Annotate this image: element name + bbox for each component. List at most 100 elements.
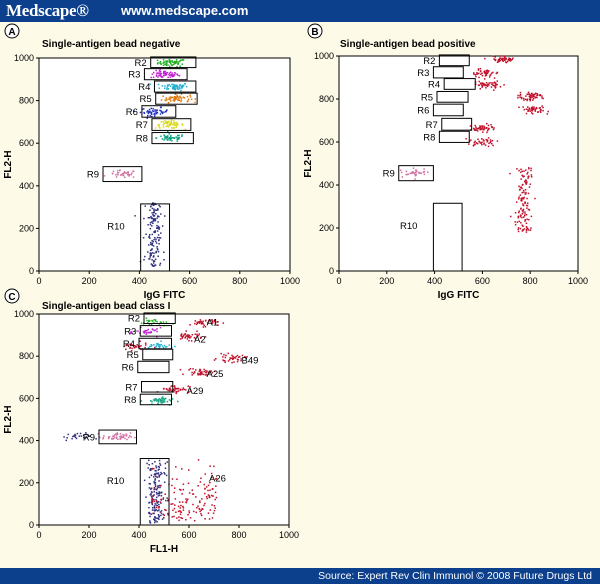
data-point: [213, 465, 215, 468]
data-point: [127, 436, 130, 439]
data-point: [476, 71, 478, 74]
data-point: [134, 345, 137, 348]
data-point: [535, 106, 538, 109]
data-point: [486, 85, 489, 88]
data-point: [129, 347, 131, 349]
data-point: [214, 491, 217, 494]
data-point: [153, 115, 156, 117]
data-point: [521, 224, 524, 227]
data-point: [158, 509, 160, 511]
data-point: [478, 76, 480, 79]
data-point: [153, 473, 156, 476]
data-point: [196, 321, 198, 324]
data-point: [156, 72, 158, 74]
data-point: [147, 224, 149, 226]
data-point: [224, 356, 227, 359]
data-point: [149, 515, 151, 518]
data-point: [483, 127, 485, 129]
data-point: [528, 167, 530, 169]
gate-label: R5: [421, 92, 433, 103]
data-point: [148, 502, 150, 504]
medscape-logo[interactable]: Medscape®: [6, 1, 89, 20]
data-point: [165, 64, 168, 67]
data-point: [530, 94, 533, 97]
y-axis-label: FL2-H: [303, 149, 314, 177]
data-point: [174, 386, 176, 388]
data-point: [199, 337, 202, 339]
data-point: [512, 57, 514, 59]
data-point: [82, 434, 85, 437]
data-point: [410, 172, 413, 174]
data-point: [473, 144, 475, 146]
data-point: [172, 99, 175, 102]
gate-label: R3: [417, 68, 429, 79]
data-point: [157, 510, 159, 512]
data-point: [206, 370, 208, 372]
data-point: [148, 345, 151, 348]
data-point: [517, 228, 519, 231]
data-point: [151, 400, 153, 403]
data-point: [503, 57, 505, 60]
data-point: [161, 138, 164, 140]
data-point: [200, 372, 203, 375]
data-point: [195, 369, 197, 371]
data-point: [189, 385, 191, 388]
data-point: [162, 400, 164, 402]
panel-letter: B: [311, 27, 318, 38]
data-point: [414, 174, 417, 177]
x-tick-label: 800: [231, 530, 246, 540]
gate-r6: [137, 360, 170, 374]
data-point: [122, 436, 125, 439]
data-point: [153, 482, 156, 484]
data-point: [534, 110, 537, 112]
data-point: [160, 111, 163, 113]
data-point: [160, 106, 162, 109]
data-point: [171, 123, 174, 126]
data-point: [524, 98, 527, 101]
data-point: [179, 84, 181, 87]
data-point: [165, 97, 168, 99]
data-point: [485, 69, 488, 72]
data-point: [423, 173, 426, 176]
data-point: [173, 96, 176, 98]
gate-r7: [151, 118, 192, 131]
data-point: [177, 123, 179, 126]
data-point: [179, 513, 182, 516]
data-point: [154, 236, 156, 239]
data-point: [168, 74, 170, 76]
data-point: [149, 468, 151, 471]
data-point: [516, 168, 518, 170]
data-point: [103, 435, 105, 437]
data-point: [122, 174, 125, 177]
x-tick-label: 800: [523, 276, 538, 286]
data-point: [161, 518, 164, 520]
data-point: [185, 498, 187, 500]
data-point: [159, 74, 162, 77]
data-point: [231, 357, 234, 360]
data-point: [419, 172, 421, 174]
data-point: [493, 84, 495, 87]
data-point: [112, 438, 115, 440]
data-point: [158, 503, 160, 506]
data-point: [149, 115, 151, 117]
panel-letter: C: [8, 292, 15, 303]
data-point: [483, 78, 486, 80]
data-point: [151, 467, 153, 470]
data-point: [162, 95, 164, 98]
data-point: [476, 142, 479, 145]
data-point: [188, 510, 190, 512]
data-point: [155, 509, 158, 511]
data-point: [499, 85, 502, 88]
data-point: [152, 495, 154, 497]
data-point: [190, 336, 192, 338]
data-point: [192, 372, 195, 375]
data-point: [539, 107, 541, 109]
data-point: [167, 88, 169, 90]
data-point: [200, 321, 203, 324]
gate-r10: [140, 203, 171, 272]
site-url[interactable]: www.medscape.com: [121, 3, 249, 18]
data-point: [233, 361, 235, 363]
data-point: [415, 169, 417, 172]
data-point: [163, 74, 165, 77]
data-point: [168, 133, 170, 135]
